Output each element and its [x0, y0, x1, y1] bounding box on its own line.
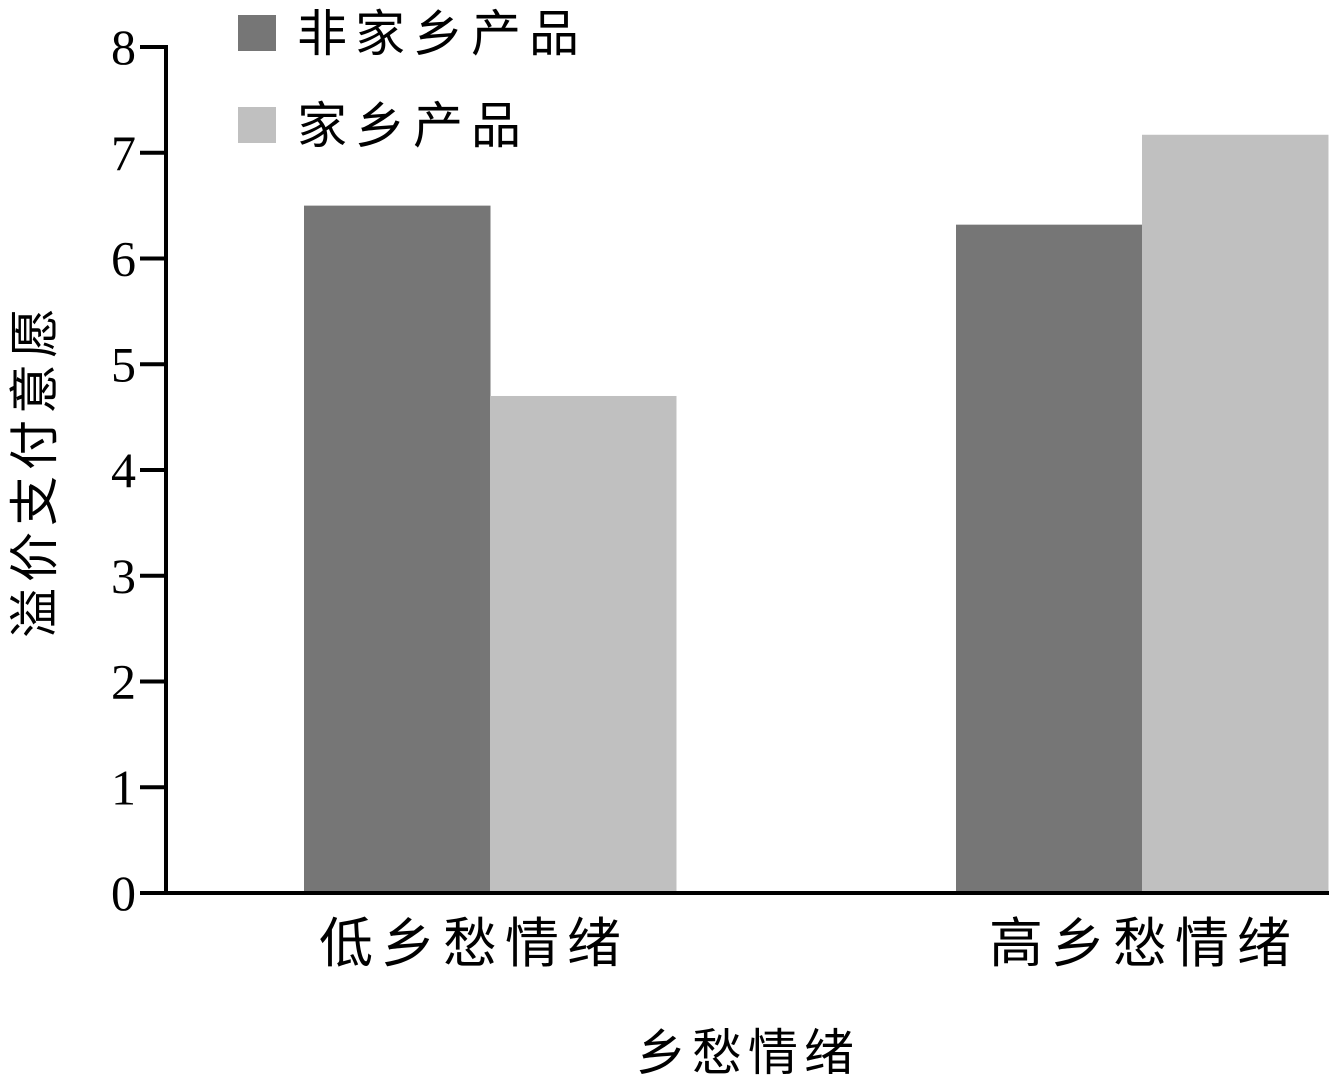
y-tick-label: 7: [111, 125, 136, 181]
y-tick-label: 2: [111, 654, 136, 710]
bar-non-hometown-low: [304, 205, 491, 893]
y-tick-label: 0: [111, 865, 136, 921]
legend-label: 家乡产品: [297, 97, 529, 155]
x-tick-label: 低乡愁情绪: [319, 912, 629, 975]
bar-hometown-low: [490, 395, 677, 893]
y-tick-label: 3: [111, 548, 136, 604]
x-axis-title: 乡愁情绪: [636, 1024, 860, 1081]
y-tick-label: 1: [111, 759, 136, 815]
y-tick-label: 5: [111, 336, 136, 392]
bar-hometown-high: [1142, 134, 1329, 893]
x-tick-label: 高乡愁情绪: [989, 912, 1299, 975]
legend-swatch: [238, 107, 276, 143]
bars-group: [304, 134, 1329, 893]
bar-non-hometown-high: [956, 224, 1143, 893]
y-tick-label: 4: [111, 442, 136, 498]
legend-swatch: [238, 15, 276, 51]
y-ticks-group: 0 1 2 3 4 5 6 7 8: [111, 19, 166, 921]
legend-label: 非家乡产品: [297, 5, 587, 63]
y-axis-title: 溢价支付意愿: [6, 302, 64, 638]
y-tick-label: 8: [111, 19, 136, 75]
x-tick-labels-group: 低乡愁情绪 高乡愁情绪: [319, 912, 1299, 975]
y-tick-label: 6: [111, 231, 136, 287]
